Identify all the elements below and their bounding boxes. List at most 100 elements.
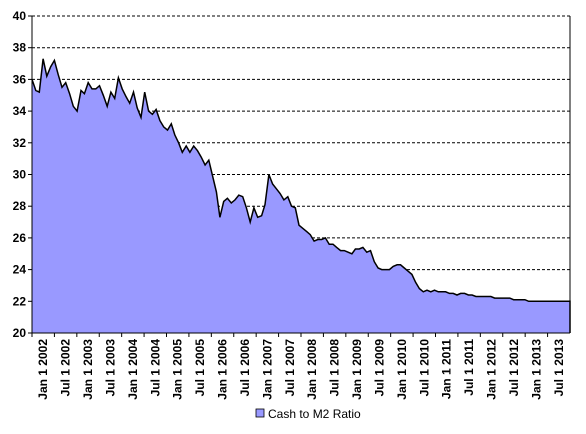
data-point: [212, 176, 213, 177]
data-point: [502, 298, 503, 299]
data-point: [257, 217, 258, 218]
data-point: [197, 150, 198, 151]
data-point: [321, 239, 322, 240]
y-tick-label: 30: [13, 168, 27, 182]
y-tick-label: 38: [13, 41, 27, 55]
data-point: [430, 291, 431, 292]
data-point: [235, 199, 236, 200]
data-point: [250, 222, 251, 223]
legend: Cash to M2 Ratio: [255, 407, 361, 421]
x-tick-label: Jan 1 2009: [350, 339, 364, 400]
data-point: [333, 244, 334, 245]
data-point: [231, 203, 232, 204]
x-tick-labels: Jan 1 2002 Jul 1 2002 Jan 1 2003 Jul 1 2003…: [31, 333, 566, 400]
x-tick-label: Jan 1 2010: [395, 339, 409, 400]
data-point: [487, 296, 488, 297]
data-point: [536, 301, 537, 302]
data-point: [498, 298, 499, 299]
data-point: [103, 95, 104, 96]
y-tick-label: 36: [13, 72, 27, 86]
data-point: [408, 271, 409, 272]
data-point: [355, 249, 356, 250]
data-point: [539, 301, 540, 302]
x-tick-label: Jul 1 2008: [328, 339, 342, 397]
data-point: [351, 253, 352, 254]
data-point: [159, 120, 160, 121]
x-tick-label: Jul 1 2013: [552, 339, 566, 397]
data-point: [283, 199, 284, 200]
y-tick-label: 34: [13, 104, 27, 118]
data-point: [114, 98, 115, 99]
x-tick-label: Jul 1 2005: [193, 339, 207, 397]
data-point: [88, 82, 89, 83]
data-point: [381, 269, 382, 270]
data-point: [494, 298, 495, 299]
x-tick-label: Jan 1 2007: [260, 339, 274, 400]
data-point: [317, 239, 318, 240]
series-area-fill: [32, 58, 570, 334]
x-tick-label: Jul 1 2004: [148, 339, 162, 397]
x-tick-label: Jan 1 2012: [485, 339, 499, 400]
data-point: [73, 106, 74, 107]
data-point: [174, 134, 175, 135]
data-point: [182, 152, 183, 153]
data-point: [189, 152, 190, 153]
y-tick-label: 22: [13, 294, 27, 308]
legend-label: Cash to M2 Ratio: [268, 407, 361, 421]
data-point: [152, 114, 153, 115]
y-tick-label: 26: [13, 231, 27, 245]
data-point: [133, 92, 134, 93]
x-tick-label: Jan 1 2004: [126, 339, 140, 400]
data-point: [81, 90, 82, 91]
y-tick-label: 32: [13, 136, 27, 150]
x-tick-label: Jul 1 2011: [462, 339, 476, 396]
x-tick-label: Jan 1 2006: [216, 339, 230, 400]
data-point: [167, 130, 168, 131]
data-point: [521, 299, 522, 300]
data-point: [419, 288, 420, 289]
data-point: [62, 87, 63, 88]
data-point: [329, 244, 330, 245]
data-point: [295, 207, 296, 208]
data-point: [483, 296, 484, 297]
data-point: [201, 157, 202, 158]
data-point: [107, 106, 108, 107]
data-point: [366, 252, 367, 253]
data-point: [216, 191, 217, 192]
data-point: [359, 249, 360, 250]
data-point: [302, 228, 303, 229]
data-point: [265, 204, 266, 205]
data-point: [193, 146, 194, 147]
data-point: [457, 295, 458, 296]
data-point: [291, 206, 292, 207]
data-point: [475, 296, 476, 297]
y-tick-label: 24: [13, 263, 27, 277]
data-point: [400, 264, 401, 265]
data-point: [156, 109, 157, 110]
data-point: [148, 111, 149, 112]
x-tick-label: Jan 1 2003: [81, 339, 95, 400]
data-point: [110, 92, 111, 93]
data-point: [554, 301, 555, 302]
data-point: [77, 111, 78, 112]
data-point: [362, 247, 363, 248]
data-point: [442, 291, 443, 292]
data-point: [543, 301, 544, 302]
x-tick-label: Jan 1 2011: [440, 339, 454, 399]
data-point: [547, 301, 548, 302]
data-point: [276, 188, 277, 189]
data-point: [54, 60, 55, 61]
data-point: [558, 301, 559, 302]
data-point: [385, 269, 386, 270]
data-point: [122, 88, 123, 89]
data-point: [325, 237, 326, 238]
data-point: [517, 299, 518, 300]
data-point: [95, 88, 96, 89]
data-point: [129, 103, 130, 104]
data-point: [163, 126, 164, 127]
data-point: [46, 76, 47, 77]
x-tick-label: Jul 1 2002: [59, 339, 73, 397]
data-point: [472, 295, 473, 296]
